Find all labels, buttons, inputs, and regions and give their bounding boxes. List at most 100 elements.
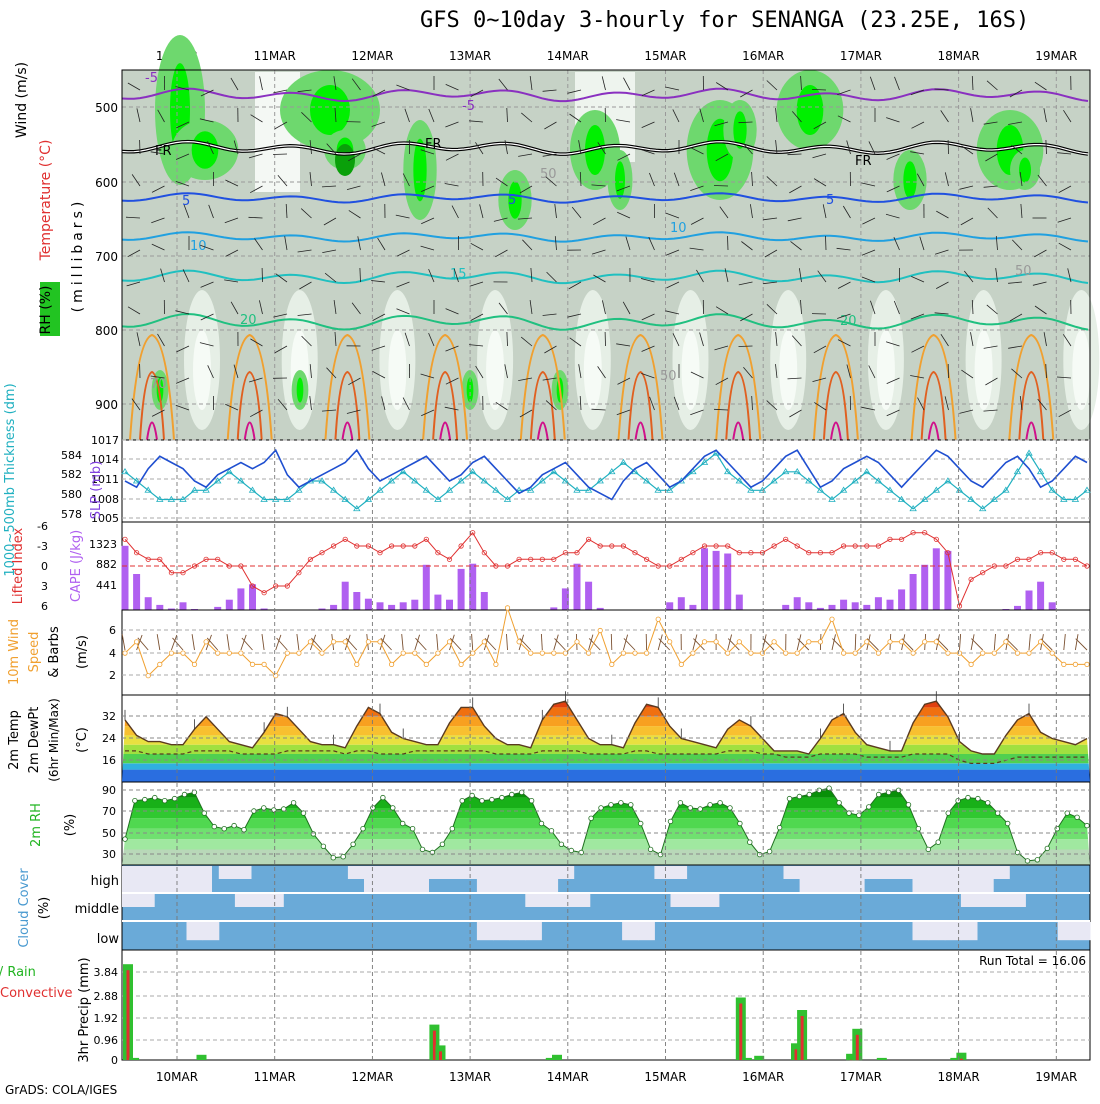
rh2m-marker (926, 847, 931, 852)
wind10-speed-marker (355, 662, 359, 666)
cloud-gap (138, 894, 155, 907)
date-bottom-13MAR: 13MAR (449, 1070, 491, 1084)
contour-label: 5 (826, 193, 834, 208)
rh2m-marker (916, 826, 921, 831)
wind10-speed-marker (610, 662, 614, 666)
wind10-speed-marker (899, 640, 903, 644)
cape-bar (342, 582, 349, 610)
rh-saturated-area (310, 85, 350, 135)
rh2m-tick: 90 (102, 784, 116, 797)
contour-label: 50 (540, 167, 557, 182)
temp2m-unit: (°C) (75, 727, 90, 753)
wind10-speed-marker (1050, 651, 1054, 655)
precip-total-bar (742, 1058, 752, 1060)
cape-bar (887, 600, 894, 610)
wind10-speed-marker (644, 651, 648, 655)
rh2m-marker (381, 795, 386, 800)
rh2m-marker (807, 792, 812, 797)
rh2m-marker (976, 796, 981, 801)
cloud-gap (509, 866, 526, 892)
cloud-divider (122, 920, 1090, 922)
rh-band (122, 839, 1090, 849)
contour-label: 20 (840, 314, 857, 329)
cape-bar (852, 602, 859, 610)
cloud-divider (122, 892, 1090, 894)
rh2m-marker (222, 826, 227, 831)
wind10-speed-marker (598, 628, 602, 632)
rh2m-marker (232, 823, 237, 828)
contour-label: 50 (660, 369, 677, 384)
wind10-speed-marker (1085, 662, 1089, 666)
temperature-label: Temperature (°C) (38, 140, 54, 262)
contour-label: FR (855, 154, 872, 169)
cloud-gap (654, 866, 671, 879)
cape-bar (875, 597, 882, 610)
slp-frame (122, 440, 1090, 522)
rh2m-marker (162, 798, 167, 803)
cloud-gap (832, 866, 849, 892)
rh2m-marker (569, 848, 574, 853)
cape-label: CAPE (J/kg) (69, 530, 84, 602)
wind10-speed-marker (192, 662, 196, 666)
date-bottom-11MAR: 11MAR (254, 1070, 296, 1084)
credit-label: GrADS: COLA/IGES (5, 1083, 117, 1097)
rh2m-marker (936, 840, 941, 845)
wind10-speed-marker (992, 651, 996, 655)
date-top-16MAR: 16MAR (742, 49, 784, 63)
rh2m-marker (500, 795, 505, 800)
temp-band (122, 763, 1090, 769)
wind10-speed-marker (123, 651, 127, 655)
lifted-index-tick: 3 (41, 580, 48, 593)
cloud-gap (412, 866, 429, 892)
precip-total-bar (754, 1056, 764, 1060)
wind10-tick: 4 (109, 647, 116, 660)
precip-ylabel: 3hr Precip (mm) (77, 957, 92, 1062)
wind-barb (714, 186, 728, 187)
wind10-speed-marker (285, 651, 289, 655)
wind10-speed-marker (366, 640, 370, 644)
cape-bar (1014, 606, 1021, 610)
precip-tick: 1.92 (94, 1012, 119, 1025)
wind10-speed-marker (1027, 651, 1031, 655)
wind10-speed-marker (865, 640, 869, 644)
wind10-speed-marker (981, 651, 985, 655)
rh2m-marker (212, 824, 217, 829)
rh2m-marker (450, 826, 455, 831)
wind10-label: & Barbs (47, 626, 62, 678)
rh2m-marker (1055, 826, 1060, 831)
cape-bar (446, 600, 453, 610)
cloud-gap (848, 866, 865, 892)
rh2m-marker (391, 806, 396, 811)
wind10-speed-marker (830, 617, 834, 621)
precip-convective-bar (960, 1059, 963, 1060)
wind10-speed-marker (250, 662, 254, 666)
rh2m-marker (1075, 815, 1080, 820)
rh2m-marker (797, 794, 802, 799)
cape-bar (921, 565, 928, 610)
rh2m-marker (777, 825, 782, 830)
precip-tick: 0.96 (94, 1034, 119, 1047)
wind10-label: Speed (27, 632, 42, 673)
contour-label: FR (155, 144, 172, 159)
cloud-gap (122, 866, 212, 892)
wind10-speed-marker (459, 662, 463, 666)
temp-band (122, 770, 1090, 782)
wind-label: Wind (m/s) (14, 62, 30, 138)
wind10-speed-marker (447, 640, 451, 644)
cloud-gap (525, 866, 542, 892)
rh-saturated-area (797, 85, 824, 135)
rh2m-marker (638, 821, 643, 826)
cape-bar (180, 602, 187, 610)
cape-bar (156, 605, 163, 610)
wind10-speed-marker (1015, 651, 1019, 655)
wind10-speed-marker (911, 651, 915, 655)
cloud-gap (461, 866, 478, 879)
wind10-speed-marker (343, 640, 347, 644)
date-bottom-18MAR: 18MAR (938, 1070, 980, 1084)
contour-label: 20 (240, 313, 257, 328)
wind10-speed-marker (668, 640, 672, 644)
precip-convective-bar (739, 1004, 742, 1061)
cloud-gap (671, 894, 688, 907)
rh2m-marker (341, 854, 346, 859)
wind10-speed-marker (239, 651, 243, 655)
